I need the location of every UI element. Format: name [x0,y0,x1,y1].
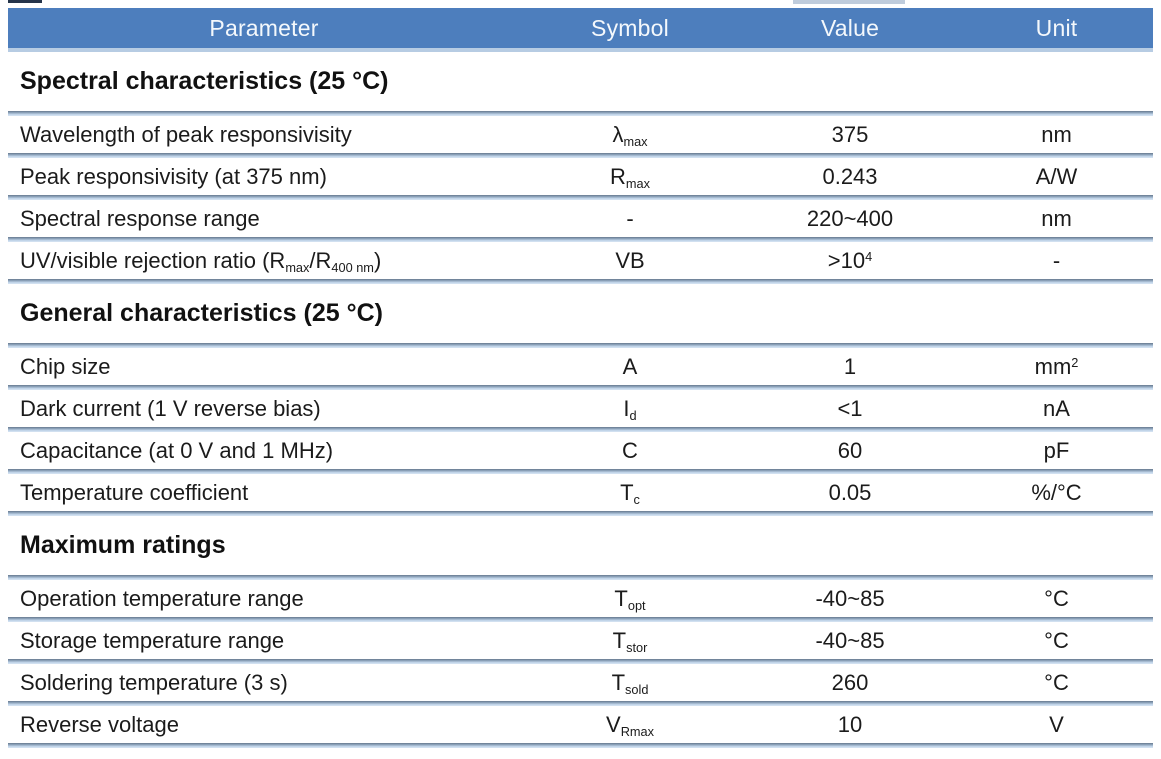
cell-unit: °C [1044,585,1069,611]
cell-unit: nm [1041,121,1072,147]
cell-symbol: Id [623,395,637,423]
table-row: Dark current (1 V reverse bias) Id <1 nA [8,390,1153,427]
section-title: Spectral characteristics (25 °C) [20,67,389,95]
section-title: Maximum ratings [20,531,226,559]
cell-value: 0.243 [822,163,878,189]
cell-unit: V [1049,711,1064,737]
cell-parameter: Wavelength of peak responsivisity [20,121,352,147]
column-header-symbol: Symbol [591,14,669,41]
cell-symbol: Topt [614,585,646,613]
section-table: Wavelength of peak responsivisity λmax 3… [8,111,1153,284]
cell-value: 60 [837,437,863,463]
row-divider-line [8,701,1153,706]
cell-unit: nm [1041,205,1072,231]
table-header-row: Parameter Symbol Value Unit [8,8,1153,52]
table-section: Spectral characteristics (25 °C) Wavelen… [8,65,1153,284]
cell-symbol: Tc [620,479,640,507]
cell-unit: - [1052,247,1061,273]
row-divider-line [8,659,1153,664]
cell-parameter: UV/visible rejection ratio (Rmax/R400 nm… [20,247,382,275]
table-row: Temperature coefficient Tc 0.05 %/°C [8,474,1153,511]
cell-symbol: VB [615,247,645,273]
table-row: UV/visible rejection ratio (Rmax/R400 nm… [8,242,1153,279]
section-title: General characteristics (25 °C) [20,299,383,327]
cell-parameter: Operation temperature range [20,585,304,611]
row-divider-line [8,153,1153,158]
table-sections: Spectral characteristics (25 °C) Wavelen… [0,65,1161,748]
cell-parameter: Capacitance (at 0 V and 1 MHz) [20,437,334,463]
cell-symbol: VRmax [606,711,654,739]
crop-artifact-left [8,0,42,3]
row-divider-line [8,469,1153,474]
table-row: Wavelength of peak responsivisity λmax 3… [8,116,1153,153]
cell-parameter: Soldering temperature (3 s) [20,669,288,695]
cell-value: <1 [837,395,863,421]
cell-symbol: C [622,437,638,463]
table-bottom-line [8,511,1153,516]
row-divider-line [8,237,1153,242]
cell-unit: °C [1044,627,1069,653]
column-header-value: Value [820,14,880,41]
crop-artifact-right [793,0,905,4]
table-section: General characteristics (25 °C) Chip siz… [8,297,1153,516]
table-row: Capacitance (at 0 V and 1 MHz) C 60 pF [8,432,1153,469]
row-divider-line [8,385,1153,390]
row-divider-line [8,427,1153,432]
cell-value: 220~400 [806,205,894,231]
cell-symbol: Tstor [612,627,648,655]
cell-symbol: Rmax [610,163,650,191]
cell-value: 260 [831,669,869,695]
cell-parameter: Temperature coefficient [20,479,249,505]
table-section: Maximum ratings Operation temperature ra… [8,529,1153,748]
cell-value: 375 [831,121,869,147]
cell-parameter: Chip size [20,353,111,379]
column-header-parameter: Parameter [209,14,319,41]
cell-symbol: λmax [612,121,648,149]
cell-parameter: Spectral response range [20,205,260,231]
cell-value: 10 [837,711,863,737]
table-bottom-line [8,743,1153,748]
cell-symbol: Tsold [611,669,649,697]
column-header-unit: Unit [1035,14,1078,41]
cell-unit: pF [1043,437,1070,463]
cell-unit: nA [1043,395,1070,421]
table-row: Operation temperature range Topt -40~85 … [8,580,1153,617]
table-row: Storage temperature range Tstor -40~85 °… [8,622,1153,659]
row-divider-line [8,575,1153,580]
cell-unit: mm2 [1034,353,1079,379]
cell-parameter: Storage temperature range [20,627,285,653]
table-row: Chip size A 1 mm2 [8,348,1153,385]
cell-value: 1 [843,353,857,379]
cell-value: >104 [827,247,873,273]
cell-value: -40~85 [815,585,885,611]
section-table: Operation temperature range Topt -40~85 … [8,575,1153,748]
cell-parameter: Reverse voltage [20,711,179,737]
cell-symbol: A [622,353,638,379]
cell-symbol: - [626,205,634,231]
row-divider-line [8,111,1153,116]
section-table: Chip size A 1 mm2 Dark current (1 V reve… [8,343,1153,516]
cell-value: 0.05 [828,479,872,505]
table-row: Spectral response range - 220~400 nm [8,200,1153,237]
cell-unit: A/W [1035,163,1078,189]
table-row: Peak responsivisity (at 375 nm) Rmax 0.2… [8,158,1153,195]
cell-value: -40~85 [815,627,885,653]
row-divider-line [8,617,1153,622]
cell-parameter: Peak responsivisity (at 375 nm) [20,163,327,189]
cell-unit: °C [1044,669,1069,695]
row-divider-line [8,343,1153,348]
table-row: Soldering temperature (3 s) Tsold 260 °C [8,664,1153,701]
table-row: Reverse voltage VRmax 10 V [8,706,1153,743]
cell-parameter: Dark current (1 V reverse bias) [20,395,321,421]
row-divider-line [8,195,1153,200]
table-bottom-line [8,279,1153,284]
cell-unit: %/°C [1031,479,1082,505]
